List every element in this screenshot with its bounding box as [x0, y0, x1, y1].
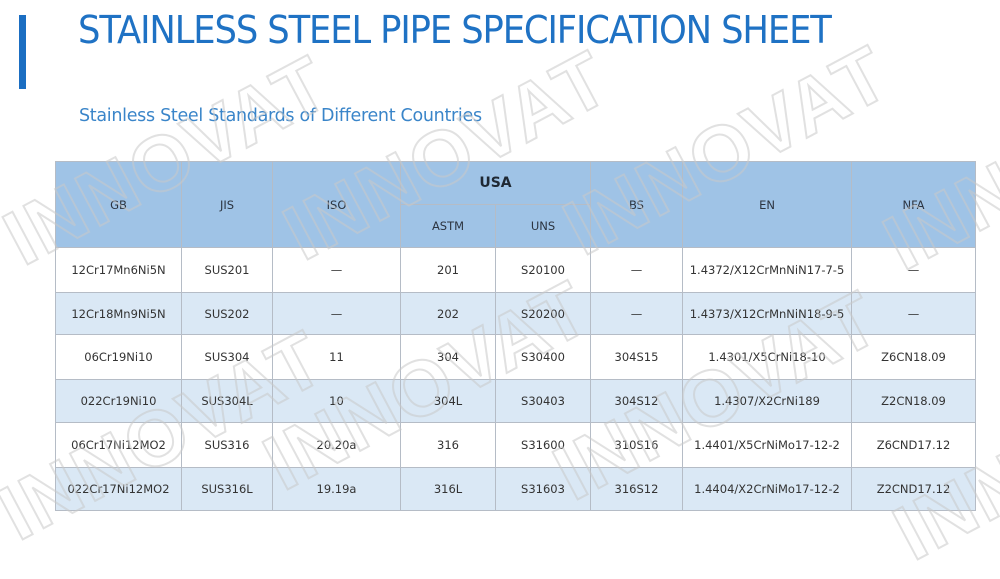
cell-bs: 304S15 [590, 334, 683, 380]
col-header-bs: BS [590, 161, 683, 248]
cell-bs: 304S12 [590, 379, 683, 423]
table-row: 06Cr17Ni12MO2 SUS316 20.20a 316 S31600 3… [55, 422, 976, 468]
standards-table: GB JIS ISO USA BS EN NFA ASTM UNS 12Cr17… [55, 161, 976, 511]
cell-uns: S20200 [495, 292, 591, 335]
table-row: 12Cr18Mn9Ni5N SUS202 — 202 S20200 — 1.43… [55, 292, 976, 335]
cell-jis: SUS304L [181, 379, 273, 423]
cell-gb: 022Cr17Ni12MO2 [55, 467, 182, 511]
cell-nfa: Z2CN18.09 [851, 379, 976, 423]
col-group-header-usa: USA [400, 161, 591, 205]
title-accent-bar [19, 15, 26, 89]
cell-en: 1.4301/X5CrNi18-10 [682, 334, 852, 380]
cell-jis: SUS202 [181, 292, 273, 335]
table-row: 12Cr17Mn6Ni5N SUS201 — 201 S20100 — 1.43… [55, 247, 976, 293]
cell-uns: S30400 [495, 334, 591, 380]
cell-nfa: Z6CND17.12 [851, 422, 976, 468]
cell-nfa: — [851, 247, 976, 293]
cell-en: 1.4372/X12CrMnNiN17-7-5 [682, 247, 852, 293]
cell-uns: S30403 [495, 379, 591, 423]
cell-uns: S31603 [495, 467, 591, 511]
section-subtitle: Stainless Steel Standards of Different C… [79, 106, 482, 126]
table-row: 022Cr17Ni12MO2 SUS316L 19.19a 316L S3160… [55, 467, 976, 511]
cell-iso: — [272, 247, 401, 293]
cell-iso: 10 [272, 379, 401, 423]
cell-iso: 20.20a [272, 422, 401, 468]
cell-en: 1.4404/X2CrNiMo17-12-2 [682, 467, 852, 511]
cell-jis: SUS201 [181, 247, 273, 293]
cell-iso: 19.19a [272, 467, 401, 511]
col-header-gb: GB [55, 161, 182, 248]
col-header-uns: UNS [495, 204, 591, 248]
cell-astm: 304L [400, 379, 496, 423]
col-header-astm: ASTM [400, 204, 496, 248]
cell-astm: 316 [400, 422, 496, 468]
cell-en: 1.4373/X12CrMnNiN18-9-5 [682, 292, 852, 335]
cell-nfa: Z2CND17.12 [851, 467, 976, 511]
cell-nfa: — [851, 292, 976, 335]
cell-bs: — [590, 292, 683, 335]
cell-en: 1.4307/X2CrNi189 [682, 379, 852, 423]
col-header-en: EN [682, 161, 852, 248]
cell-gb: 12Cr17Mn6Ni5N [55, 247, 182, 293]
cell-bs: 310S16 [590, 422, 683, 468]
col-header-jis: JIS [181, 161, 273, 248]
cell-uns: S20100 [495, 247, 591, 293]
cell-jis: SUS316L [181, 467, 273, 511]
cell-iso: 11 [272, 334, 401, 380]
cell-astm: 316L [400, 467, 496, 511]
table-row: 022Cr19Ni10 SUS304L 10 304L S30403 304S1… [55, 379, 976, 423]
cell-astm: 202 [400, 292, 496, 335]
col-header-nfa: NFA [851, 161, 976, 248]
cell-gb: 12Cr18Mn9Ni5N [55, 292, 182, 335]
cell-gb: 06Cr19Ni10 [55, 334, 182, 380]
table-row: 06Cr19Ni10 SUS304 11 304 S30400 304S15 1… [55, 334, 976, 380]
col-header-iso: ISO [272, 161, 401, 248]
page-title: STAINLESS STEEL PIPE SPECIFICATION SHEET [78, 8, 832, 52]
cell-bs: 316S12 [590, 467, 683, 511]
cell-astm: 304 [400, 334, 496, 380]
cell-gb: 022Cr19Ni10 [55, 379, 182, 423]
cell-nfa: Z6CN18.09 [851, 334, 976, 380]
cell-en: 1.4401/X5CrNiMo17-12-2 [682, 422, 852, 468]
cell-uns: S31600 [495, 422, 591, 468]
cell-gb: 06Cr17Ni12MO2 [55, 422, 182, 468]
cell-jis: SUS316 [181, 422, 273, 468]
cell-astm: 201 [400, 247, 496, 293]
cell-bs: — [590, 247, 683, 293]
cell-jis: SUS304 [181, 334, 273, 380]
cell-iso: — [272, 292, 401, 335]
